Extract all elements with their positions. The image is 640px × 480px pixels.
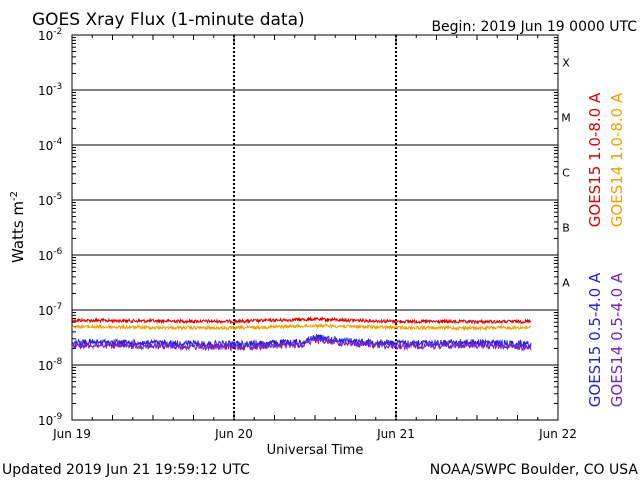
y-tick-label: 10-5 bbox=[38, 192, 62, 208]
y-tick-base: 10 bbox=[38, 84, 53, 98]
flare-class-label: X bbox=[562, 57, 570, 70]
x-tick-label: Jun 19 bbox=[52, 427, 91, 441]
y-tick-base: 10 bbox=[38, 139, 53, 153]
y-tick-exponent: -5 bbox=[53, 192, 62, 202]
y-tick-labels: 10-210-310-410-510-610-710-810-9 bbox=[38, 27, 63, 428]
y-tick-label: 10-4 bbox=[38, 137, 63, 153]
y-tick-exponent: -7 bbox=[53, 302, 62, 312]
chart-title: GOES Xray Flux (1-minute data) bbox=[32, 10, 305, 30]
y-axis-label-exp: -2 bbox=[9, 191, 20, 201]
legend-entry: GOES15 0.5-4.0 A bbox=[586, 272, 604, 407]
y-tick-base: 10 bbox=[38, 304, 53, 318]
flare-class-labels: X M C B A bbox=[561, 57, 571, 290]
y-tick-exponent: -3 bbox=[53, 82, 62, 92]
legend-entry: GOES15 1.0-8.0 A bbox=[586, 92, 604, 227]
series-layer bbox=[71, 315, 532, 352]
y-tick-label: 10-7 bbox=[38, 302, 62, 318]
y-tick-base: 10 bbox=[38, 29, 53, 43]
x-axis-label: Universal Time bbox=[267, 443, 364, 458]
y-tick-label: 10-9 bbox=[38, 412, 63, 428]
flare-class-label: B bbox=[562, 222, 570, 235]
y-tick-base: 10 bbox=[38, 249, 53, 263]
y-axis-label-text: Watts m bbox=[9, 201, 27, 263]
y-tick-exponent: -8 bbox=[53, 357, 62, 367]
series-line bbox=[71, 335, 532, 352]
updated-timestamp: Updated 2019 Jun 21 19:59:12 UTC bbox=[2, 462, 250, 478]
legend-entry: GOES14 1.0-8.0 A bbox=[608, 92, 626, 227]
y-tick-exponent: -4 bbox=[53, 137, 62, 147]
x-tick-label: Jun 22 bbox=[538, 427, 577, 441]
series-line bbox=[71, 322, 532, 332]
y-axis-label-group: Watts m-2 bbox=[9, 191, 27, 263]
plot-area: 10-210-310-410-510-610-710-810-9 Jun 19 J… bbox=[38, 27, 577, 441]
y-tick-base: 10 bbox=[38, 359, 53, 373]
series-line bbox=[71, 315, 532, 325]
flare-class-label: M bbox=[561, 112, 571, 125]
y-tick-label: 10-8 bbox=[38, 357, 63, 373]
y-tick-exponent: -9 bbox=[53, 412, 62, 422]
y-tick-base: 10 bbox=[38, 414, 53, 428]
x-tick-label: Jun 21 bbox=[376, 427, 415, 441]
begin-label: Begin: 2019 Jun 19 0000 UTC bbox=[431, 19, 637, 35]
x-tick-label: Jun 20 bbox=[214, 427, 253, 441]
y-tick-base: 10 bbox=[38, 194, 53, 208]
y-tick-exponent: -6 bbox=[53, 247, 62, 257]
y-axis-label: Watts m-2 bbox=[9, 191, 27, 263]
x-tick-labels: Jun 19 Jun 20 Jun 21 Jun 22 bbox=[52, 427, 577, 441]
flare-class-label: C bbox=[562, 167, 570, 180]
plot-frame bbox=[71, 34, 559, 421]
y-tick-label: 10-3 bbox=[38, 82, 62, 98]
y-tick-label: 10-6 bbox=[38, 247, 63, 263]
legend-entry: GOES14 0.5-4.0 A bbox=[608, 272, 626, 407]
noaa-credit: NOAA/SWPC Boulder, CO USA bbox=[430, 462, 639, 478]
y-tick-exponent: -2 bbox=[53, 27, 62, 37]
y-tick-label: 10-2 bbox=[38, 27, 62, 43]
grid-layer bbox=[71, 35, 559, 420]
legend: GOES15 1.0-8.0 A GOES14 1.0-8.0 A GOES15 0… bbox=[586, 92, 626, 407]
flare-class-label: A bbox=[562, 277, 570, 290]
